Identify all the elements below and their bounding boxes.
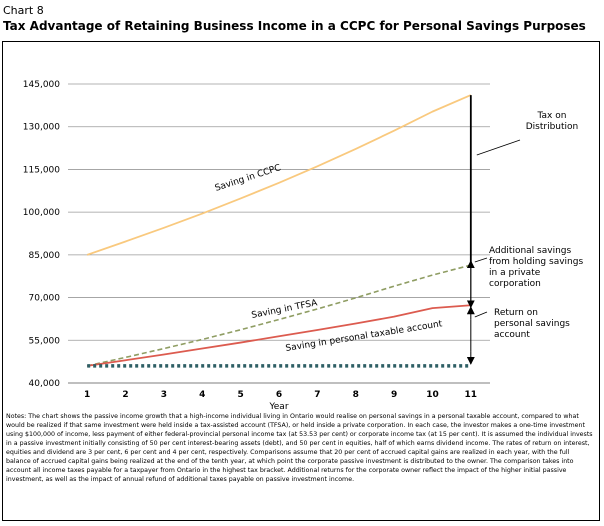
x-tick-label: 10	[426, 390, 439, 400]
annotation-additional-savings-line: in a private	[489, 268, 541, 278]
chart-number-label: Chart 8	[3, 4, 44, 17]
series-label-ccpc: Saving in CCPC	[214, 163, 282, 194]
chart-notes: Notes: The chart shows the passive incom…	[6, 413, 593, 483]
x-tick-label: 7	[314, 390, 320, 400]
series-label-taxable: Saving in personal taxable account	[285, 319, 444, 354]
annotation-additional-savings: Additional savings from holding savings in…	[489, 246, 583, 289]
annotation-return-on-savings-line: personal savings	[494, 319, 570, 329]
annotation-additional-savings-line: corporation	[489, 279, 541, 289]
series-line-saving-in-ccpc	[86, 94, 472, 256]
x-tick-label: 2	[122, 390, 128, 400]
annotation-tax-on-distribution-line: Tax on	[537, 111, 567, 121]
annotation-return-on-savings-line: Return on	[494, 308, 538, 318]
y-tick-label: 145,000	[23, 80, 60, 90]
x-tick-label: 1	[84, 390, 90, 400]
x-tick-label: 11	[465, 390, 478, 400]
pointer-tax-on-distribution	[476, 139, 521, 156]
y-tick-label: 85,000	[29, 251, 61, 261]
x-tick-label: 6	[276, 390, 282, 400]
annotation-return-on-savings: Return on personal savings account	[494, 308, 570, 340]
y-tick-label: 130,000	[23, 123, 60, 133]
y-tick-label: 55,000	[29, 336, 61, 346]
chart-title: Tax Advantage of Retaining Business Inco…	[3, 19, 586, 33]
series-line-saving-in-personal-taxable-account	[87, 304, 471, 367]
x-tick-label: 5	[238, 390, 244, 400]
x-tick-label: 4	[199, 390, 205, 400]
x-axis-label: Year	[268, 402, 288, 412]
pointer-return-on-savings	[474, 311, 488, 318]
pointer-additional-savings	[474, 257, 488, 263]
y-tick-label: 100,000	[23, 208, 60, 218]
annotation-return-on-savings-line: account	[494, 330, 530, 340]
annotation-additional-savings-line: from holding savings	[489, 257, 583, 267]
x-tick-label: 9	[391, 390, 397, 400]
series-line-saving-in-tfsa	[87, 264, 472, 367]
y-tick-label: 115,000	[23, 165, 60, 175]
x-tick-label: 8	[353, 390, 359, 400]
annotation-tax-on-distribution: Tax on Distribution	[526, 111, 579, 132]
annotation-tax-on-distribution-line: Distribution	[526, 122, 579, 132]
y-tick-label: 40,000	[29, 379, 61, 389]
y-tick-label: 70,000	[29, 294, 61, 304]
annotation-additional-savings-line: Additional savings	[489, 246, 571, 256]
chart-frame	[2, 41, 600, 521]
x-tick-label: 3	[161, 390, 167, 400]
